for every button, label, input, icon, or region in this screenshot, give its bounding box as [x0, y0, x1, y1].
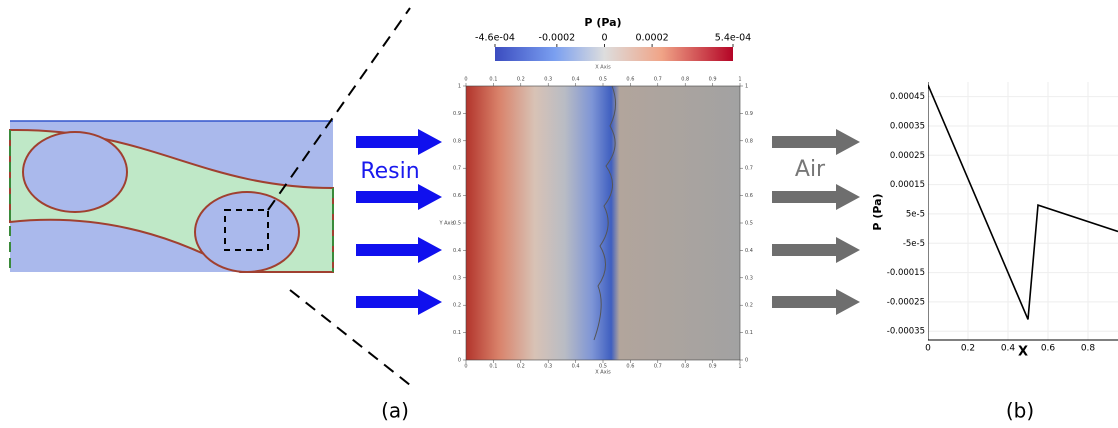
colorbar-tick-label: 5.4e-04 — [715, 33, 751, 44]
y-tick-label: 0.1 — [453, 330, 461, 336]
air-arrow — [772, 237, 860, 263]
y-tick-label: -5e-5 — [903, 239, 925, 249]
x-tick-label: 0.9 — [709, 364, 717, 370]
pressure-field — [466, 86, 740, 360]
y-tick-label: -0.00035 — [887, 327, 925, 337]
x-axis-label: X — [1018, 345, 1028, 360]
resin-label: Resin — [360, 159, 419, 184]
x-tick-label: 0.1 — [489, 364, 497, 370]
y-tick-label: 0.9 — [745, 111, 753, 117]
flow-front — [593, 85, 616, 341]
x-tick-label: 0.4 — [572, 77, 580, 83]
y-tick-label: 0.00035 — [890, 121, 925, 131]
x-tick-label: 0.9 — [709, 77, 717, 83]
x-tick-label: 0.7 — [654, 77, 662, 83]
data-line — [928, 84, 1118, 320]
y-tick-label: 0.6 — [453, 193, 461, 199]
x-tick-label: 0.3 — [544, 77, 552, 83]
resin-arrow — [356, 289, 442, 315]
colorbar-tick-label: -4.6e-04 — [475, 33, 515, 44]
x-tick-label: 0.8 — [681, 364, 689, 370]
panel-label: (a) — [381, 399, 409, 423]
zoom-line — [267, 7, 411, 211]
resin-arrow — [356, 237, 442, 263]
x-tick-label: 0 — [464, 364, 467, 370]
y-tick-label: 0.8 — [745, 138, 753, 144]
y-tick-label: 0.4 — [453, 248, 461, 254]
x-tick-label: 1 — [738, 364, 741, 370]
zoom-box — [224, 209, 269, 251]
x-tick-label: 0.5 — [599, 77, 607, 83]
fiber — [22, 131, 128, 213]
y-tick-label: 0.8 — [453, 138, 461, 144]
y-tick-label: 0.7 — [745, 166, 753, 172]
x-tick-label: 0.5 — [599, 364, 607, 370]
x-tick-label: 0.6 — [626, 77, 634, 83]
colorbar-tick-label: -0.0002 — [539, 33, 576, 44]
line-chart — [928, 82, 1118, 341]
x-tick-label: 0.8 — [1081, 344, 1096, 354]
x-tick-label: 0.3 — [544, 364, 552, 370]
fiber — [194, 191, 300, 273]
arrows — [356, 129, 860, 315]
colorbar-axis-title: X Axis — [595, 65, 611, 71]
x-tick-label: 0.2 — [961, 344, 975, 354]
colorbar-tick-label: 0.0002 — [635, 33, 668, 44]
y-tick-label: 5e-5 — [906, 209, 925, 219]
colorbar-title: P (Pa) — [584, 16, 621, 29]
y-tick-label: -0.00015 — [887, 268, 925, 278]
y-tick-label: 0.00015 — [890, 180, 925, 190]
y-tick-label: 0.00025 — [890, 151, 925, 161]
x-tick-label: 0.4 — [1001, 344, 1016, 354]
resin-arrow — [356, 184, 442, 210]
x-tick-label: 0.6 — [626, 364, 634, 370]
x-tick-label: 0.7 — [654, 364, 662, 370]
x-axis-title: X Axis — [595, 370, 611, 376]
air-arrow — [772, 184, 860, 210]
y-tick-label: 0 — [745, 358, 748, 364]
y-tick-label: 0.3 — [453, 275, 461, 281]
y-tick-label: -0.00025 — [887, 297, 925, 307]
domain-diagram — [9, 7, 411, 386]
y-tick-label: 0.6 — [745, 193, 753, 199]
resin-arrow — [356, 129, 442, 155]
y-tick-label: 0.3 — [745, 275, 753, 281]
y-tick-label: 0 — [458, 358, 461, 364]
y-tick-label: 0.5 — [453, 221, 461, 227]
y-tick-label: 1 — [745, 84, 748, 90]
y-tick-label: 0.5 — [745, 221, 753, 227]
x-tick-label: 0.2 — [517, 77, 525, 83]
y-tick-label: 0.1 — [745, 330, 753, 336]
colorbar-tick-label: 0 — [601, 33, 607, 44]
zoom-line — [289, 289, 411, 386]
x-tick-label: 0 — [925, 344, 931, 354]
y-tick-label: 0.7 — [453, 166, 461, 172]
x-tick-label: 0.8 — [681, 77, 689, 83]
x-tick-label: 0 — [464, 77, 467, 83]
y-tick-label: 0.9 — [453, 111, 461, 117]
y-tick-label: 0.2 — [453, 303, 461, 309]
y-tick-label: 1 — [458, 84, 461, 90]
air-label: Air — [795, 157, 826, 182]
x-tick-label: 0.4 — [572, 364, 580, 370]
y-tick-label: 0.2 — [745, 303, 753, 309]
y-tick-label: 0.4 — [745, 248, 753, 254]
air-arrow — [772, 129, 860, 155]
x-tick-label: 0.1 — [489, 77, 497, 83]
x-tick-label: 0.2 — [517, 364, 525, 370]
panel-label: (b) — [1006, 399, 1034, 423]
colorbar — [495, 47, 733, 61]
air-arrow — [772, 289, 860, 315]
x-tick-label: 0.6 — [1041, 344, 1056, 354]
y-axis-label: P (Pa) — [871, 193, 884, 230]
y-axis-title: Y Axis — [438, 221, 454, 227]
x-tick-label: 1 — [738, 77, 741, 83]
y-tick-label: 0.00045 — [890, 92, 925, 102]
